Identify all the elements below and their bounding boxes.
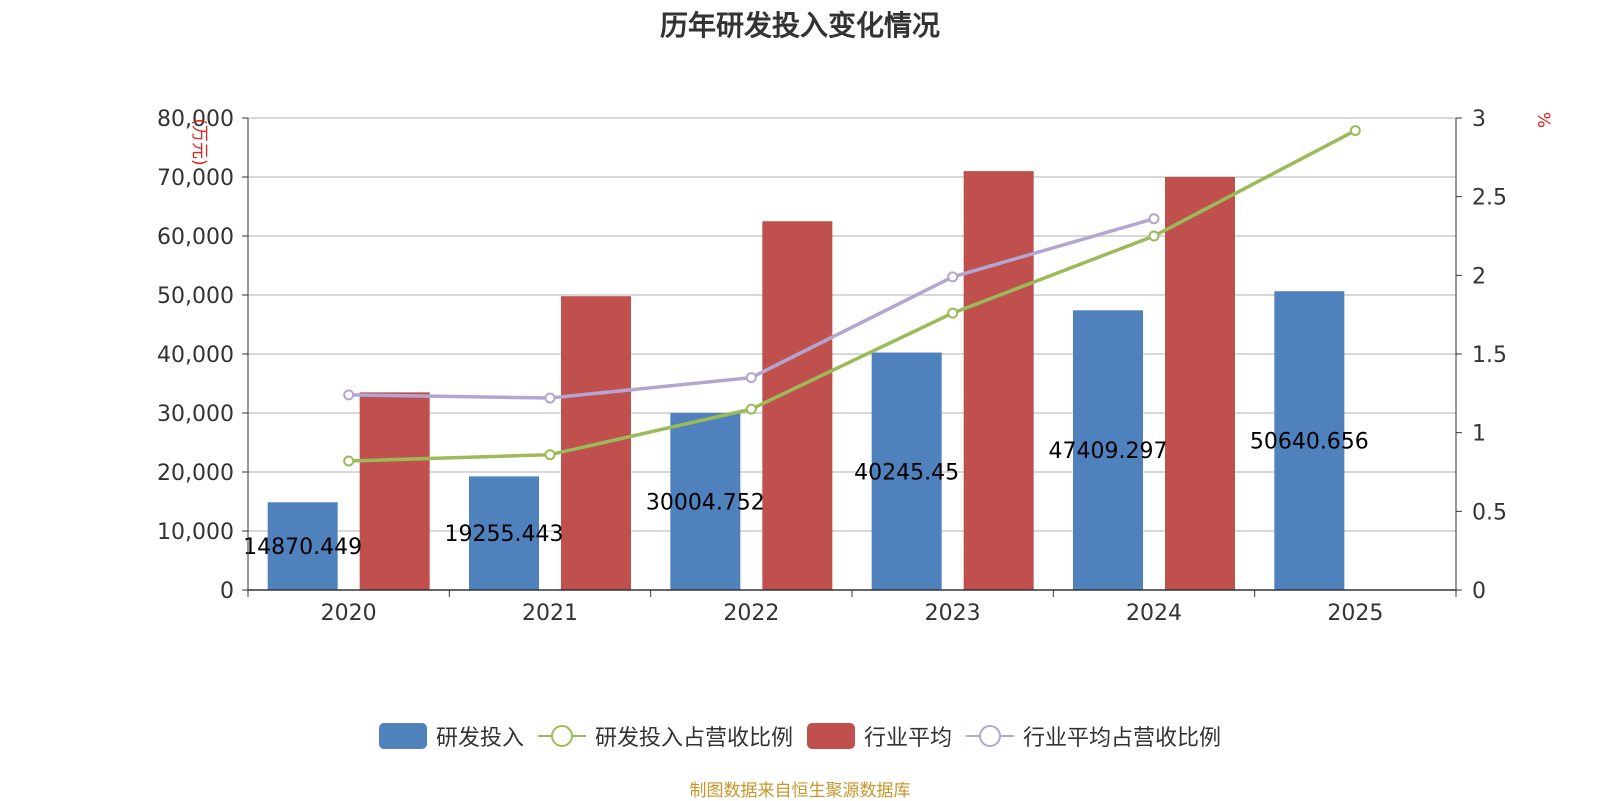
- y-left-tick-label: 0: [220, 579, 234, 604]
- legend-swatch-rd-ratio: [537, 725, 586, 747]
- y-left-tick-label: 40,000: [157, 343, 234, 368]
- y-left-tick-label: 50,000: [157, 284, 234, 309]
- x-tick-label: 2024: [1126, 601, 1182, 626]
- bar-industry-average: [359, 392, 430, 590]
- point-industry-ratio: [1148, 213, 1160, 225]
- legend-label-rd-ratio: 研发投入占营收比例: [594, 726, 793, 751]
- point-rd-ratio: [1148, 230, 1160, 242]
- legend: 研发投入 研发投入占营收比例 行业平均 行业平均占营收比例: [0, 720, 1600, 752]
- x-tick-label: 2022: [723, 601, 779, 626]
- legend-label-industry-average: 行业平均: [864, 726, 953, 751]
- legend-label-rd-investment: 研发投入: [435, 726, 524, 751]
- y-left-tick-label: 30,000: [157, 402, 234, 427]
- bar-value-label: 19255.443: [445, 522, 564, 547]
- bar-value-label: 40245.45: [854, 460, 959, 485]
- y-right-tick-label: 1: [1472, 422, 1486, 447]
- line-rd-ratio: [348, 129, 1357, 463]
- point-rd-ratio: [544, 449, 556, 461]
- y-right-tick-label: 0: [1472, 579, 1486, 604]
- legend-item-industry-ratio[interactable]: 行业平均占营收比例: [966, 720, 1221, 752]
- x-tick-label: 2025: [1327, 601, 1383, 626]
- y-right-tick-label: 1.5: [1472, 343, 1507, 368]
- legend-item-rd-investment[interactable]: 研发投入: [378, 720, 524, 752]
- legend-item-industry-average[interactable]: 行业平均: [807, 720, 952, 752]
- bar-value-label: 30004.752: [646, 490, 765, 515]
- y-right-tick-label: 2.5: [1472, 186, 1507, 211]
- bar-rd-investment: [871, 352, 942, 590]
- legend-swatch-rd-investment: [378, 723, 427, 749]
- bar-rd-investment: [1073, 310, 1143, 590]
- bar-industry-average: [963, 171, 1034, 590]
- legend-item-rd-ratio[interactable]: 研发投入占营收比例: [537, 720, 793, 752]
- y-left-tick-label: 20,000: [157, 461, 234, 486]
- bar-value-label: 50640.656: [1250, 430, 1369, 455]
- legend-swatch-industry-ratio: [966, 725, 1015, 747]
- legend-swatch-industry-average: [807, 723, 855, 749]
- point-rd-ratio: [745, 403, 757, 415]
- bar-rd-investment: [267, 502, 338, 590]
- bar-rd-investment: [1274, 291, 1345, 590]
- point-industry-ratio: [343, 389, 355, 401]
- point-rd-ratio: [343, 455, 355, 467]
- y-left-tick-label: 60,000: [157, 225, 234, 250]
- x-tick-label: 2023: [925, 601, 981, 626]
- point-rd-ratio: [1349, 125, 1361, 137]
- chart-title: 历年研发投入变化情况: [659, 9, 940, 42]
- bar-value-label: 14870.449: [243, 535, 362, 560]
- source-note: 制图数据来自恒生聚源数据库: [689, 781, 911, 801]
- bar-rd-investment: [469, 476, 539, 590]
- point-industry-ratio: [745, 372, 757, 384]
- bar-value-label: 47409.297: [1049, 439, 1168, 464]
- y-right-tick-label: 3: [1472, 107, 1486, 132]
- point-industry-ratio: [544, 392, 556, 404]
- x-tick-label: 2021: [522, 601, 578, 626]
- bar-industry-average: [762, 221, 833, 590]
- y-left-tick-label: 10,000: [157, 520, 234, 545]
- y-left-unit-label: (万元): [189, 118, 209, 165]
- point-rd-ratio: [947, 307, 959, 319]
- y-right-tick-label: 2: [1472, 264, 1486, 289]
- legend-label-industry-ratio: 行业平均占营收比例: [1023, 726, 1222, 751]
- y-left-tick-label: 70,000: [157, 166, 234, 191]
- bar-rd-investment: [670, 412, 741, 590]
- point-industry-ratio: [947, 271, 959, 283]
- y-right-tick-label: 0.5: [1472, 500, 1507, 525]
- x-tick-label: 2020: [321, 601, 377, 626]
- y-right-unit-label: %: [1533, 112, 1553, 128]
- bar-industry-average: [1165, 177, 1235, 590]
- y-left-tick-label: 80,000: [157, 107, 234, 132]
